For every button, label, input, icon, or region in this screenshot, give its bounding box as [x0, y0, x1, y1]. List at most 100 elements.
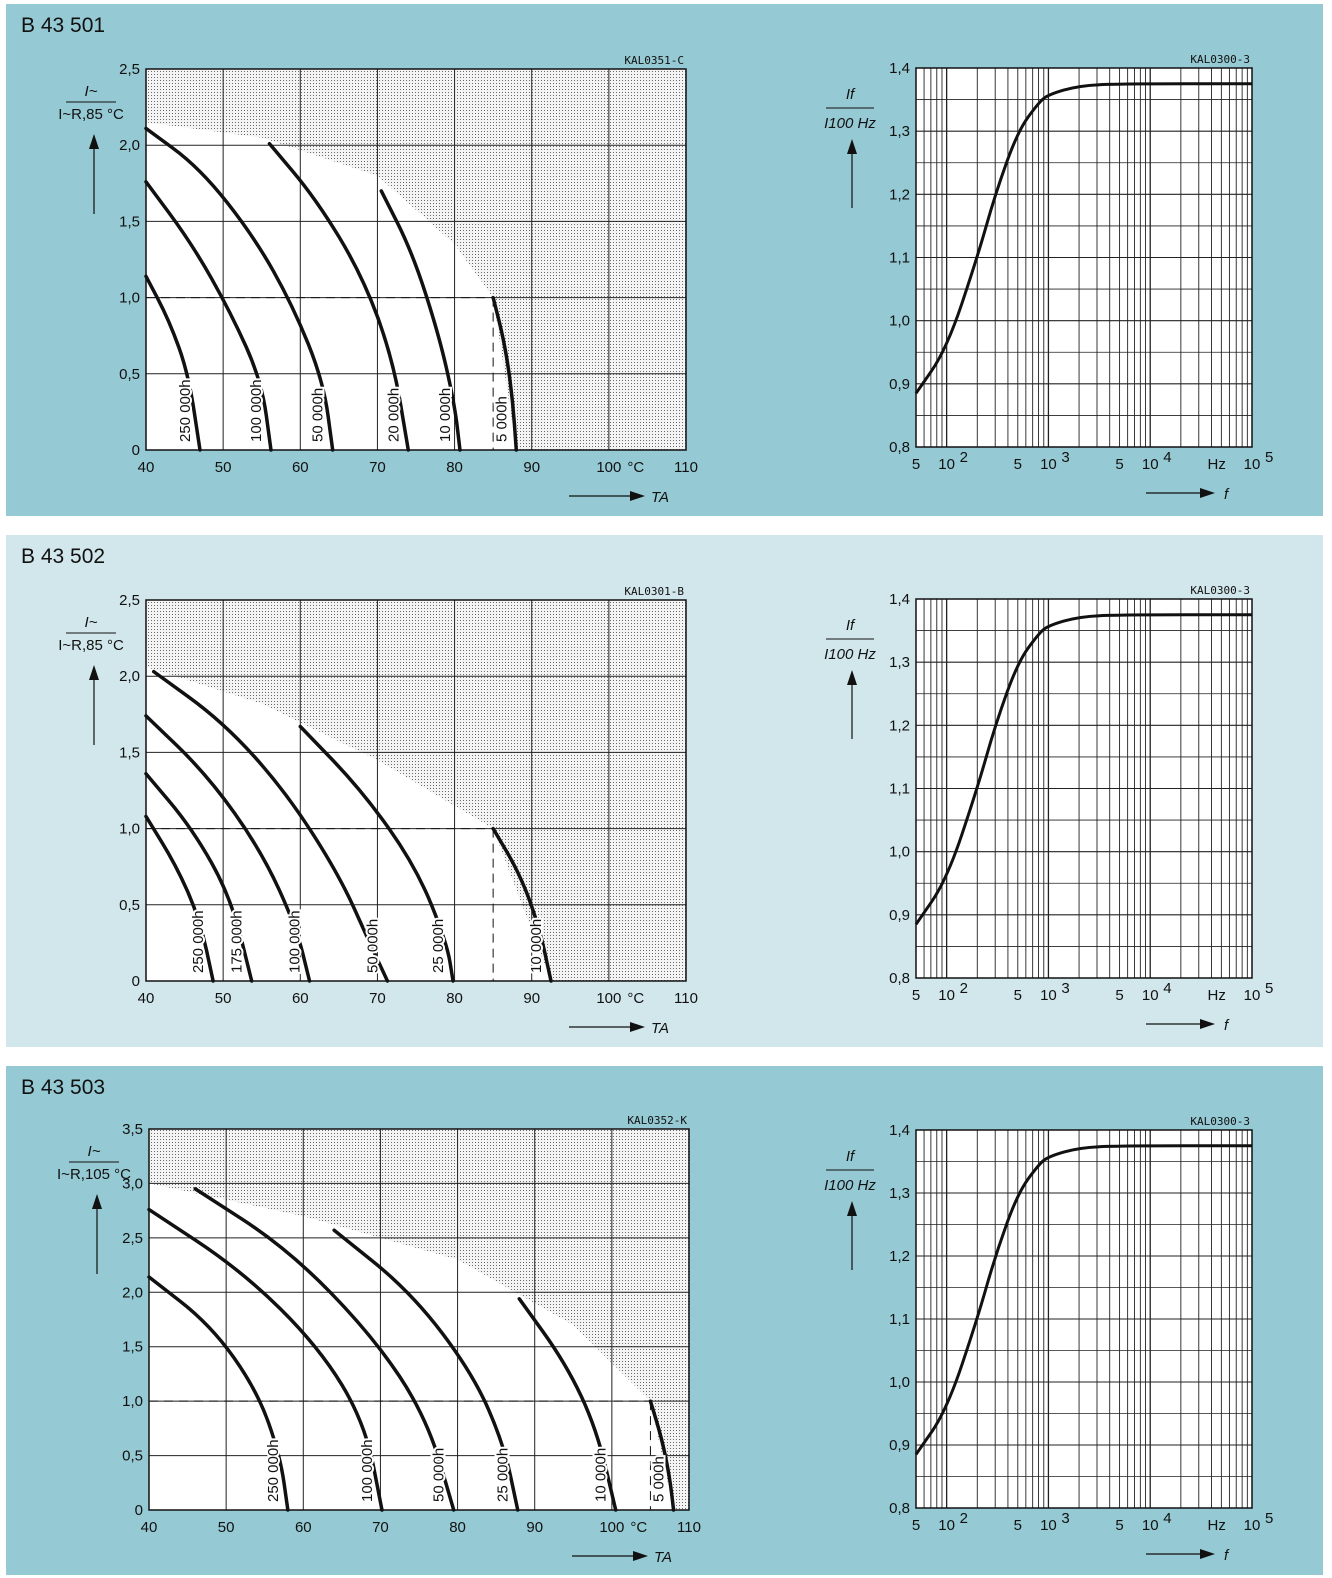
- y-tick-label: 0,9: [889, 376, 910, 393]
- shaded-region: [149, 1129, 689, 1510]
- chart-code: KAL0300-3: [1190, 53, 1250, 66]
- series-label: 50 000h: [431, 1448, 448, 1502]
- y-axis-label-denominator: I100 Hz: [824, 1177, 876, 1194]
- panel-svg: 250 000h 100 000h 50 000h 25 000h 10 000h 5 0…: [57, 1114, 1273, 1566]
- y-tick-label: 0,9: [889, 907, 910, 924]
- plot-frame: [148, 1128, 690, 1511]
- x-tick-label: 70: [372, 1519, 389, 1536]
- x-tick-exponent: 2: [960, 980, 968, 997]
- x-tick-label: °C: [627, 459, 644, 476]
- chart-code: KAL0300-3: [1190, 1115, 1250, 1128]
- y-axis-label-denominator: I~R,85 °C: [58, 637, 124, 654]
- x-axis-label: f: [1224, 1547, 1230, 1564]
- panel-b43502: B 43 502 250 000h 175 000h 100 000h 50 000h…: [6, 535, 1323, 1047]
- x-tick-label: 5: [1014, 456, 1022, 473]
- y-axis-arrow-head: [89, 134, 99, 149]
- x-axis-arrow-head: [633, 1551, 648, 1561]
- series-label: 50 000h: [310, 388, 327, 442]
- y-tick-label: 1,3: [889, 654, 910, 671]
- panel-title: B 43 502: [21, 545, 106, 568]
- y-tick-label: 0: [132, 442, 140, 459]
- x-tick-label: 80: [446, 990, 463, 1007]
- y-tick-label: 1,0: [122, 1393, 143, 1410]
- series-label: 250 000h: [265, 1439, 282, 1502]
- y-tick-label: 2,0: [119, 668, 140, 685]
- x-tick-exponent: 3: [1061, 449, 1069, 466]
- plot-frame: [915, 598, 1253, 979]
- y-tick-label: 1,0: [889, 313, 910, 330]
- series-line: [914, 613, 1252, 926]
- y-tick-label: 0,8: [889, 1500, 910, 1517]
- y-tick-label: 1,0: [889, 1374, 910, 1391]
- y-tick-label: 2,5: [119, 592, 140, 609]
- y-axis-arrow-head: [847, 139, 857, 154]
- x-tick-exponent: 4: [1163, 449, 1171, 466]
- series-label: 10 000h: [593, 1448, 610, 1502]
- x-tick-exponent: 5: [1265, 980, 1273, 997]
- x-axis-arrow-head: [1200, 1549, 1215, 1559]
- series-line: [193, 1187, 456, 1512]
- frequency-chart: 0,80,91,01,11,21,31,45 10 2 5 10 3 5 10 4 Hz 10 5KA…: [824, 1115, 1273, 1564]
- x-tick-exponent: 5: [1265, 449, 1273, 466]
- plot-frame: [915, 67, 1253, 448]
- y-tick-label: 1,3: [889, 1185, 910, 1202]
- chart-code: KAL0352-K: [627, 1114, 687, 1127]
- panel-title: B 43 501: [21, 14, 106, 37]
- y-tick-label: 3,5: [122, 1121, 143, 1138]
- y-axis-label-denominator: I~R,105 °C: [57, 1166, 131, 1183]
- panel-b43501: B 43 501 250 000h 100 000h 50 000h 20 000h 1…: [6, 4, 1323, 516]
- x-tick-label: 60: [295, 1519, 312, 1536]
- y-axis-label-numerator: I~: [85, 614, 98, 631]
- series-line: [267, 141, 411, 452]
- x-tick-label: 80: [446, 459, 463, 476]
- panel-title: B 43 503: [21, 1076, 106, 1099]
- y-tick-label: 1,2: [889, 186, 910, 203]
- series-label: 100 000h: [287, 910, 304, 973]
- panel-svg: 250 000h 100 000h 50 000h 20 000h 10 000h 5 0…: [58, 53, 1273, 506]
- x-tick-label: 10: [1244, 456, 1261, 473]
- series-label: 50 000h: [364, 919, 381, 973]
- x-tick-label: Hz: [1208, 456, 1226, 473]
- x-tick-label: 90: [523, 459, 540, 476]
- x-axis-label: TA: [651, 489, 669, 506]
- y-tick-label: 0,5: [119, 366, 140, 383]
- y-tick-label: 1,0: [119, 290, 140, 307]
- series-line: [648, 1399, 676, 1512]
- y-tick-label: 1,5: [122, 1339, 143, 1356]
- x-tick-label: 50: [215, 990, 232, 1007]
- y-tick-label: 2,0: [119, 137, 140, 154]
- x-tick-label: 10: [938, 456, 955, 473]
- y-tick-label: 0: [132, 973, 140, 990]
- plot-frame: [145, 599, 687, 982]
- x-tick-label: Hz: [1208, 987, 1226, 1004]
- series-label: 5 000h: [651, 1456, 668, 1502]
- series-line: [332, 1228, 520, 1512]
- series-line: [491, 826, 553, 983]
- series-line: [144, 180, 273, 452]
- y-tick-label: 2,5: [119, 61, 140, 78]
- chart-code: KAL0300-3: [1190, 584, 1250, 597]
- y-tick-label: 1,3: [889, 123, 910, 140]
- y-axis-label-numerator: If: [846, 617, 856, 634]
- y-tick-label: 1,5: [119, 213, 140, 230]
- series-line: [914, 1144, 1252, 1456]
- y-tick-label: 3,0: [122, 1175, 143, 1192]
- series-label: 25 000h: [495, 1448, 512, 1502]
- plot-frame: [915, 1129, 1253, 1509]
- x-tick-label: 10: [1142, 456, 1159, 473]
- y-tick-label: 0: [135, 1502, 143, 1519]
- y-tick-label: 2,0: [122, 1284, 143, 1301]
- series-label: 5 000h: [493, 396, 510, 442]
- x-tick-label: 5: [1014, 1517, 1022, 1534]
- y-axis-label-denominator: I100 Hz: [824, 646, 876, 663]
- x-tick-label: 40: [138, 990, 155, 1007]
- y-tick-label: 1,1: [889, 781, 910, 798]
- x-axis-arrow-head: [630, 491, 645, 501]
- x-tick-exponent: 4: [1163, 1510, 1171, 1527]
- x-tick-label: 100: [596, 459, 621, 476]
- y-axis-label-numerator: If: [846, 1148, 856, 1165]
- series-label: 100 000h: [248, 379, 265, 442]
- x-tick-label: 10: [938, 987, 955, 1004]
- series-line: [491, 295, 519, 452]
- x-axis-arrow-head: [1200, 1019, 1215, 1029]
